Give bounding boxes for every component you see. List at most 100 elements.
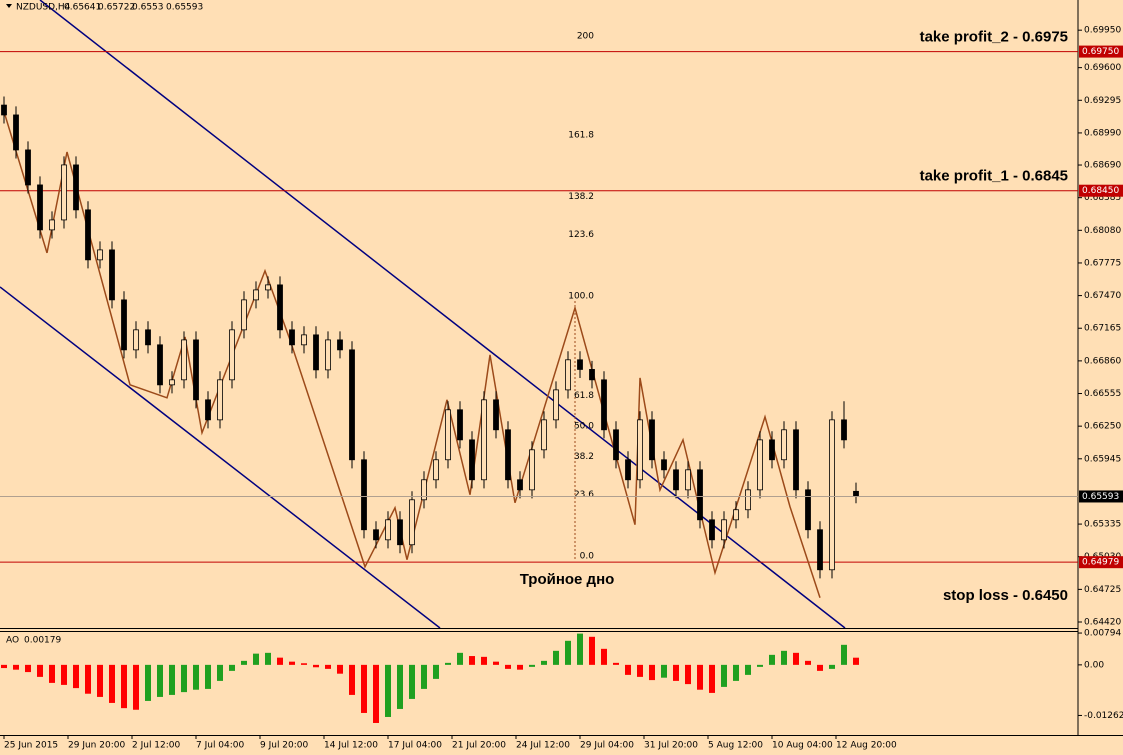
y-tick-label: 0.64420 xyxy=(1084,618,1121,628)
candle-body xyxy=(145,329,151,346)
ao-bar xyxy=(361,664,367,713)
ao-bar xyxy=(781,650,787,665)
level-label: stop loss - 0.6450 xyxy=(943,587,1068,604)
candle-body xyxy=(385,519,391,541)
open: 0.65641 xyxy=(64,3,101,13)
candle-body xyxy=(805,489,811,531)
candle-body xyxy=(517,479,523,491)
candle-body xyxy=(325,339,331,371)
candle-body xyxy=(649,419,655,461)
x-tick-label: 5 Aug 12:00 xyxy=(708,741,763,751)
candle-body xyxy=(745,489,751,511)
y-tick-label: 0.66250 xyxy=(1084,422,1121,432)
candle-body xyxy=(301,334,307,346)
candle-body xyxy=(37,184,43,231)
ao-bar xyxy=(385,664,391,717)
candle-body xyxy=(277,284,283,331)
fib-label: 50.0 xyxy=(574,421,594,431)
ao-bar xyxy=(25,664,31,673)
candle-body xyxy=(781,429,787,461)
level-label: take profit_1 - 0.6845 xyxy=(920,168,1068,185)
ao-bar xyxy=(13,664,19,670)
candle-body xyxy=(193,339,199,401)
fib-label: 23.6 xyxy=(574,490,594,500)
ao-bar xyxy=(601,648,607,665)
y-tick-label: 0.66860 xyxy=(1084,356,1121,366)
candle-body xyxy=(469,439,475,481)
candle-body xyxy=(853,490,859,497)
candle-body xyxy=(685,469,691,491)
zigzag xyxy=(4,114,821,598)
price-tag-label: 0.64979 xyxy=(1082,558,1119,568)
x-tick-label: 29 Jun 20:00 xyxy=(68,741,125,751)
candle-body xyxy=(625,459,631,481)
ao-bar xyxy=(637,664,643,677)
ao-bar xyxy=(73,664,79,689)
high: 0.65722 xyxy=(98,3,135,13)
candle-body xyxy=(673,469,679,491)
candle-body xyxy=(85,209,91,261)
ao-bar xyxy=(409,664,415,699)
candle-body xyxy=(697,469,703,521)
ao-bar xyxy=(529,664,535,667)
candle-body xyxy=(445,409,451,461)
candle-body xyxy=(601,379,607,431)
fib-label: 0.0 xyxy=(580,552,595,562)
x-tick-label: 17 Jul 04:00 xyxy=(388,741,442,751)
fib-label: 161.8 xyxy=(568,131,594,141)
candle-body xyxy=(265,284,271,291)
ao-tick-label: 0.00 xyxy=(1084,660,1104,670)
y-tick-label: 0.69950 xyxy=(1084,26,1121,36)
ao-bar xyxy=(541,660,547,665)
ao-bar xyxy=(505,664,511,669)
candle-body xyxy=(409,499,415,546)
candle-body xyxy=(433,459,439,481)
x-tick-label: 12 Aug 20:00 xyxy=(836,741,897,751)
ao-bar xyxy=(421,664,427,689)
ao-bar xyxy=(217,664,223,681)
ao-bar xyxy=(829,664,835,669)
menu-icon xyxy=(6,4,12,8)
y-tick-label: 0.64725 xyxy=(1084,585,1121,595)
ao-bar xyxy=(229,664,235,671)
ao-bar xyxy=(553,650,559,665)
x-tick-label: 21 Jul 20:00 xyxy=(452,741,506,751)
candle-body xyxy=(553,389,559,421)
ao-bar xyxy=(373,664,379,723)
candle-body xyxy=(733,509,739,521)
ao-bar xyxy=(757,664,763,667)
fib-label: 200 xyxy=(577,31,594,41)
y-tick-label: 0.67775 xyxy=(1084,258,1121,268)
candle-body xyxy=(661,459,667,471)
candle-body xyxy=(349,349,355,461)
ao-bar xyxy=(337,664,343,674)
ao-bar xyxy=(61,664,67,685)
candle-body xyxy=(637,419,643,481)
candle-body xyxy=(205,399,211,421)
ao-bar xyxy=(793,652,799,665)
ao-bar xyxy=(181,664,187,693)
price-tag xyxy=(1079,184,1123,197)
indicator-value: 0.00179 xyxy=(24,636,61,646)
ao-bar xyxy=(457,652,463,665)
y-tick-label: 0.66555 xyxy=(1084,389,1121,399)
fib-label: 38.2 xyxy=(574,452,594,462)
price-tag xyxy=(1079,556,1123,569)
fib-label: 138.2 xyxy=(568,192,594,202)
ao-bar xyxy=(85,664,91,694)
ao-bar xyxy=(193,664,199,690)
x-tick-label: 29 Jul 04:00 xyxy=(580,741,634,751)
candle-body xyxy=(169,379,175,386)
candle-body xyxy=(61,164,67,221)
ao-bar xyxy=(445,662,451,665)
candle-body xyxy=(289,329,295,346)
ao-bar xyxy=(625,664,631,675)
close: 0.65593 xyxy=(166,3,203,13)
candle-body xyxy=(373,529,379,541)
candle-body xyxy=(217,379,223,421)
price-tag-label: 0.69750 xyxy=(1082,47,1119,57)
candle-body xyxy=(229,329,235,381)
ao-bar xyxy=(37,664,43,677)
ao-bar xyxy=(469,656,475,665)
